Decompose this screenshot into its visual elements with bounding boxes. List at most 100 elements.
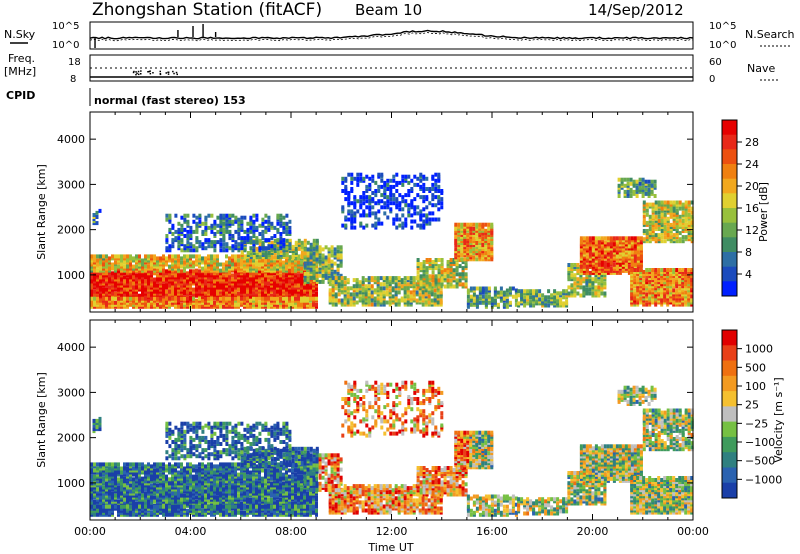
heatmap-cell xyxy=(117,277,120,282)
heatmap-cell xyxy=(261,236,265,241)
heatmap-cell xyxy=(168,254,171,259)
heatmap-cell xyxy=(264,213,268,218)
heatmap-cell xyxy=(282,248,286,253)
heatmap-cell xyxy=(419,215,423,220)
noise-panel-frame xyxy=(89,21,694,50)
heatmap-cell xyxy=(117,300,120,305)
heatmap-cell xyxy=(361,302,365,307)
heatmap-cell xyxy=(630,258,634,263)
heatmap-cell xyxy=(449,262,453,267)
heatmap-cell xyxy=(431,203,435,208)
heatmap-cell xyxy=(228,236,232,241)
heatmap-cell xyxy=(624,268,628,273)
heatmap-cell xyxy=(129,289,132,294)
heatmap-cell xyxy=(389,201,393,206)
heatmap-cell xyxy=(481,222,485,227)
heatmap-cell xyxy=(565,289,569,294)
heatmap-cell xyxy=(626,194,630,198)
heatmap-cell xyxy=(270,300,273,305)
heatmap-cell xyxy=(374,201,378,206)
heatmap-cell xyxy=(630,236,634,241)
heatmap-cell xyxy=(617,194,621,198)
heatmap-cell xyxy=(141,300,144,305)
heatmap-cell xyxy=(645,229,649,233)
heatmap-cell xyxy=(562,301,566,306)
heatmap-cell xyxy=(171,283,174,288)
heatmap-cell xyxy=(165,217,169,222)
nave-dot xyxy=(138,73,140,76)
heatmap-cell xyxy=(252,213,256,218)
heatmap-cell xyxy=(406,276,410,281)
heatmap-cell xyxy=(617,183,621,188)
heatmap-cell xyxy=(428,217,432,222)
heatmap-cell xyxy=(300,273,303,278)
heatmap-cell xyxy=(478,255,482,260)
heatmap-cell xyxy=(339,253,343,258)
heatmap-cell xyxy=(258,283,261,288)
heatmap-cell xyxy=(343,296,347,301)
heatmap-cell xyxy=(684,302,688,307)
heatmap-cell xyxy=(300,296,303,301)
heatmap-cell xyxy=(367,276,371,281)
heatmap-cell xyxy=(288,242,292,247)
heatmap-cell xyxy=(165,246,169,251)
heatmap-cell xyxy=(180,269,183,274)
heatmap-cell xyxy=(603,285,607,290)
heatmap-cell xyxy=(261,258,264,263)
heatmap-cell xyxy=(174,254,177,259)
heatmap-cell xyxy=(358,280,362,285)
heatmap-cell xyxy=(663,290,667,295)
heatmap-cell xyxy=(617,177,621,182)
heatmap-cell xyxy=(364,302,368,307)
heatmap-cell xyxy=(493,286,497,291)
heatmap-cell xyxy=(397,302,401,307)
heatmap-cell xyxy=(132,283,135,288)
heatmap-cell xyxy=(353,201,357,206)
heatmap-cell xyxy=(114,283,117,288)
heatmap-cell xyxy=(270,236,274,241)
nsearch-tick-top: 10^5 xyxy=(709,21,736,32)
heatmap-cell xyxy=(246,258,249,263)
heatmap-cell xyxy=(353,219,357,224)
heatmap-cell xyxy=(144,279,147,284)
heatmap-cell xyxy=(252,289,255,294)
heatmap-cell xyxy=(597,281,601,286)
heatmap-cell xyxy=(454,237,458,241)
heatmap-cell xyxy=(550,297,554,302)
heatmap-cell xyxy=(126,296,129,301)
heatmap-cell xyxy=(687,231,691,236)
heatmap-cell xyxy=(201,273,204,278)
heatmap-cell xyxy=(186,242,190,247)
heatmap-cell xyxy=(93,258,96,263)
heatmap-cell xyxy=(180,283,183,288)
heatmap-cell xyxy=(463,230,467,235)
heatmap-cell xyxy=(458,264,462,269)
heatmap-cell xyxy=(279,277,282,282)
heatmap-cell xyxy=(407,209,411,214)
heatmap-cell xyxy=(183,260,186,265)
heatmap-cell xyxy=(249,255,253,260)
heatmap-cell xyxy=(452,278,456,283)
heatmap-cell xyxy=(213,225,217,230)
heatmap-cell xyxy=(246,300,249,305)
heatmap-cell xyxy=(216,215,220,220)
heatmap-cell xyxy=(576,263,580,267)
heatmap-cell xyxy=(612,246,616,251)
heatmap-cell xyxy=(234,254,237,259)
heatmap-cell xyxy=(318,255,322,260)
heatmap-cell xyxy=(168,277,171,282)
nsearch-label: N.Search xyxy=(745,28,795,41)
heatmap-cell xyxy=(582,262,586,267)
heatmap-cell xyxy=(189,296,192,301)
heatmap-cell xyxy=(210,225,214,230)
heatmap-cell xyxy=(309,261,313,266)
heatmap-cell xyxy=(657,214,661,219)
heatmap-cell xyxy=(349,286,353,291)
heatmap-cell xyxy=(547,295,551,300)
heatmap-cell xyxy=(436,290,440,295)
heatmap-cell xyxy=(312,244,316,249)
heatmap-cell xyxy=(300,300,303,305)
heatmap-cell xyxy=(279,223,283,228)
heatmap-cell xyxy=(464,284,468,289)
heatmap-cell xyxy=(433,292,437,297)
